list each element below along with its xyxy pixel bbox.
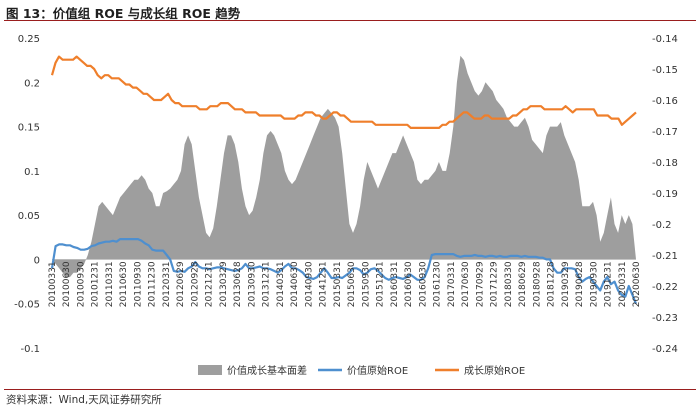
- y-left-tick-label: -0.1: [20, 344, 40, 355]
- x-tick-label: 20131231: [262, 261, 272, 307]
- y-left-tick-label: 0.15: [18, 123, 40, 134]
- x-tick-label: 20100331: [48, 261, 58, 307]
- x-tick-label: 20180928: [532, 261, 542, 307]
- y-right-tick-label: -0.22: [652, 282, 678, 293]
- area-layer: [52, 55, 636, 278]
- y-right-tick-label: -0.17: [652, 127, 678, 138]
- x-tick-label: 20170929: [475, 261, 485, 307]
- page-title: 图 13：价值组 ROE 与成长组 ROE 趋势: [6, 6, 241, 21]
- x-tick-label: 20191231: [604, 261, 614, 307]
- x-tick-label: 20190628: [575, 261, 585, 307]
- source-note: 资料来源：Wind,天风证券研究所: [6, 394, 162, 406]
- x-tick-label: 20150331: [333, 261, 343, 307]
- y-axis-right: -0.14 -0.15 -0.16 -0.17 -0.18 -0.19 -0.2 -0.21 -…: [652, 34, 678, 355]
- x-axis: 20100331 20100630 20100930 20101231 20110331…: [48, 261, 642, 307]
- x-tick-label: 20111230: [148, 261, 158, 307]
- x-tick-label: 20170331: [447, 261, 457, 307]
- x-tick-label: 20130329: [219, 261, 229, 307]
- x-tick-label: 20151231: [376, 261, 386, 307]
- x-tick-label: 20110930: [134, 261, 144, 307]
- y-right-tick-label: -0.24: [652, 344, 678, 355]
- x-tick-label: 20140630: [290, 261, 300, 307]
- y-left-tick-label: 0.2: [24, 78, 40, 89]
- x-tick-label: 20110331: [105, 261, 115, 307]
- legend-label: 价值原始ROE: [347, 364, 408, 377]
- source-divider: [4, 389, 696, 390]
- x-tick-label: 20180330: [504, 261, 514, 307]
- legend-label: 价值成长基本面差: [227, 364, 307, 377]
- x-tick-label: 20120629: [176, 261, 186, 307]
- y-right-tick-label: -0.15: [652, 65, 678, 76]
- y-right-tick-label: -0.18: [652, 158, 678, 169]
- x-tick-label: 20150630: [347, 261, 357, 307]
- x-tick-label: 20200331: [618, 261, 628, 307]
- x-tick-label: 20161230: [433, 261, 443, 307]
- x-tick-label: 20120331: [162, 261, 172, 307]
- x-tick-label: 20190930: [589, 261, 599, 307]
- y-right-tick-label: -0.16: [652, 96, 678, 107]
- y-right-tick-label: -0.19: [652, 189, 678, 200]
- x-tick-label: 20100630: [62, 261, 72, 307]
- y-right-tick-label: -0.21: [652, 251, 678, 262]
- y-left-tick-label: 0: [34, 255, 40, 266]
- title-divider: [4, 20, 696, 21]
- x-tick-label: 20140930: [304, 261, 314, 307]
- y-axis-left: 0.25 0.2 0.15 0.1 0.05 0 -0.05 -0.1: [14, 34, 40, 355]
- legend-swatch-area: [198, 365, 222, 375]
- series-line-1: [50, 238, 638, 305]
- x-tick-label: 20170630: [461, 261, 471, 307]
- y-left-tick-label: 0.25: [18, 34, 40, 45]
- x-tick-label: 20180629: [518, 261, 528, 307]
- x-tick-label: 20130628: [233, 261, 243, 307]
- y-right-tick-label: -0.14: [652, 34, 678, 45]
- series-area-0: [52, 55, 636, 278]
- x-tick-label: 20120928: [190, 261, 200, 307]
- x-tick-label: 20121231: [205, 261, 215, 307]
- y-left-tick-label: 0.1: [24, 167, 40, 178]
- y-right-tick-label: -0.23: [652, 313, 678, 324]
- x-tick-label: 20160331: [390, 261, 400, 307]
- x-tick-label: 20140331: [276, 261, 286, 307]
- x-tick-label: 20171229: [490, 261, 500, 307]
- x-tick-label: 20190329: [561, 261, 571, 307]
- legend-label: 成长原始ROE: [464, 364, 525, 377]
- series-line-2: [50, 55, 637, 130]
- x-tick-label: 20200630: [632, 261, 642, 307]
- line-layer: [50, 55, 638, 305]
- x-tick-label: 20101231: [91, 261, 101, 307]
- x-tick-label: 20130930: [247, 261, 257, 307]
- y-left-tick-label: -0.05: [14, 300, 40, 311]
- legend: 价值成长基本面差 价值原始ROE 成长原始ROE: [198, 364, 525, 377]
- x-tick-label: 20150930: [361, 261, 371, 307]
- x-tick-label: 20160630: [404, 261, 414, 307]
- x-tick-label: 20141231: [319, 261, 329, 307]
- x-tick-label: 20100930: [77, 261, 87, 307]
- x-tick-label: 20181228: [547, 261, 557, 307]
- y-right-tick-label: -0.2: [652, 220, 672, 231]
- x-tick-label: 20110630: [119, 261, 129, 307]
- x-tick-label: 20160930: [418, 261, 428, 307]
- y-left-tick-label: 0.05: [18, 211, 40, 222]
